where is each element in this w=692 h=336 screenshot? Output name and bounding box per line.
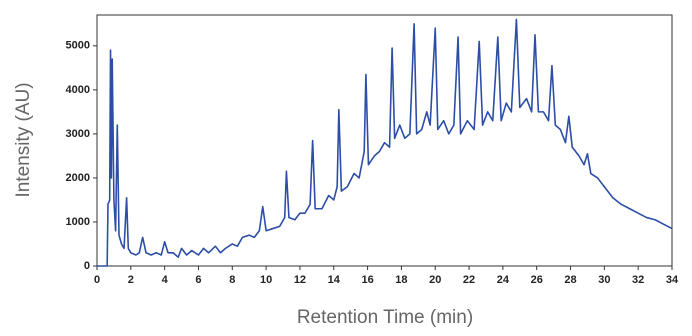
x-tick-label: 20 (429, 274, 441, 286)
y-tick-label: 3000 (66, 128, 90, 140)
y-tick-label: 1000 (66, 216, 90, 228)
x-tick-label: 12 (294, 274, 306, 286)
y-tick-label: 2000 (66, 172, 90, 184)
x-tick-label: 14 (328, 274, 341, 286)
data-line (97, 18, 673, 267)
y-tick-label: 0 (84, 260, 90, 272)
x-tick-label: 30 (598, 274, 610, 286)
x-tick-label: 0 (94, 274, 100, 286)
x-tick-label: 8 (229, 274, 235, 286)
y-tick-label: 5000 (66, 40, 90, 52)
x-tick-label: 18 (395, 274, 407, 286)
x-tick-label: 2 (128, 274, 134, 286)
y-tick-label: 4000 (66, 84, 90, 96)
x-tick-label: 24 (497, 274, 510, 286)
x-axis-label: Retention Time (min) (297, 307, 473, 328)
x-tick-label: 6 (195, 274, 201, 286)
x-tick-label: 16 (361, 274, 373, 286)
x-tick-label: 10 (260, 274, 272, 286)
x-tick-label: 28 (564, 274, 576, 286)
plot-frame (96, 14, 673, 267)
x-tick-label: 34 (666, 274, 679, 286)
x-tick-label: 22 (463, 274, 475, 286)
x-tick-label: 32 (632, 274, 644, 286)
x-tick-label: 4 (162, 274, 169, 286)
x-tick-label: 26 (531, 274, 543, 286)
y-axis-label: Intensity (AU) (13, 82, 34, 197)
